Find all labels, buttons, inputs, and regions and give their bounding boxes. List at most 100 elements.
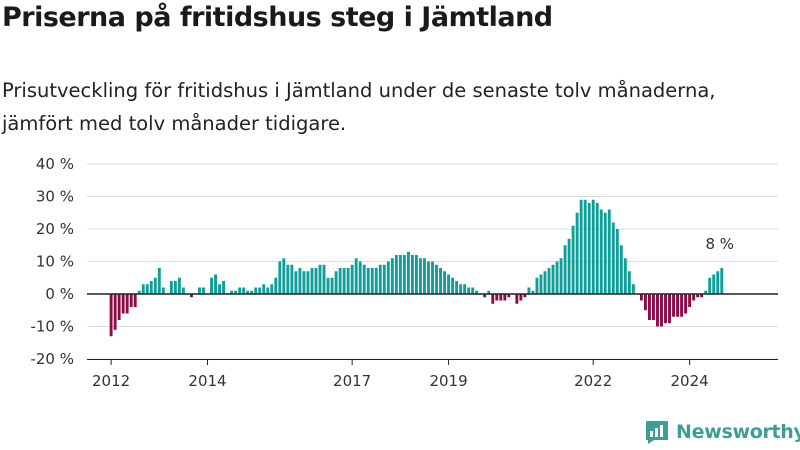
bar [294, 271, 298, 294]
bar [676, 294, 680, 317]
bar [350, 264, 354, 294]
annotations: 8 % [705, 235, 734, 253]
y-tick-label: 20 % [36, 220, 74, 238]
bar [362, 264, 366, 294]
y-tick-label: 0 % [45, 285, 74, 303]
bar [555, 261, 559, 294]
bar [531, 290, 535, 294]
bar [455, 281, 459, 294]
last-value-annotation: 8 % [705, 235, 734, 253]
bar [366, 268, 370, 294]
bar [660, 294, 663, 327]
bar [607, 209, 611, 294]
bar [447, 274, 451, 294]
bar [262, 284, 266, 294]
bar [290, 264, 294, 294]
bar [696, 294, 700, 298]
bar [141, 284, 145, 294]
bar [398, 255, 402, 294]
bar [684, 294, 688, 314]
bar [125, 294, 129, 314]
bars [109, 199, 724, 337]
bar [133, 294, 137, 307]
bar [643, 294, 647, 311]
bar [330, 277, 334, 294]
bar [668, 294, 671, 324]
bar [431, 261, 434, 294]
bar [222, 281, 226, 294]
bar [242, 287, 246, 294]
bar [202, 287, 205, 294]
bar [386, 261, 390, 294]
bar [414, 255, 418, 294]
bar [595, 203, 599, 294]
bar [258, 287, 262, 294]
brand-logo[interactable]: Newsworthy [644, 419, 800, 445]
bar [491, 294, 495, 304]
chart-title: Priserna på fritidshus steg i Jämtland [2, 2, 553, 33]
bar [173, 281, 177, 294]
bar [298, 268, 302, 294]
bar [370, 268, 374, 294]
bar [483, 294, 487, 298]
bar [394, 255, 398, 294]
bar [113, 294, 117, 330]
bar [579, 199, 583, 294]
bar [688, 294, 692, 307]
bar [704, 290, 708, 294]
bar [374, 268, 378, 294]
bar [599, 209, 603, 294]
y-tick-label: 40 % [36, 155, 74, 173]
bar [419, 258, 422, 294]
bar [286, 264, 290, 294]
bar [656, 294, 659, 327]
bar [639, 294, 643, 301]
bar [475, 290, 479, 294]
bar [507, 294, 511, 298]
bar [406, 251, 410, 294]
x-axis-ticks: 2012 2014 2017 2019 2022 2024 [92, 359, 709, 390]
y-tick-label: -10 % [30, 318, 74, 336]
bar [471, 287, 475, 294]
bar [190, 294, 193, 298]
y-tick-label: -20 % [30, 350, 74, 368]
bar [382, 264, 386, 294]
bar [210, 277, 213, 294]
bar [563, 245, 567, 294]
bar [559, 258, 563, 294]
bar [503, 294, 507, 301]
bar [551, 264, 555, 294]
bar [451, 277, 455, 294]
bar [306, 271, 310, 294]
y-tick-label: 10 % [36, 253, 74, 271]
bar [358, 261, 362, 294]
bar [423, 258, 426, 294]
bar [700, 294, 704, 298]
bar [346, 268, 350, 294]
bar [402, 255, 406, 294]
bar [318, 264, 322, 294]
bar [603, 212, 607, 294]
bar [121, 294, 125, 314]
bar [378, 264, 382, 294]
bar [254, 287, 258, 294]
bar [109, 294, 113, 337]
bar [214, 274, 217, 294]
x-tick-label: 2019 [429, 372, 467, 390]
bar [535, 277, 539, 294]
x-tick-label: 2024 [671, 372, 709, 390]
bar [282, 258, 286, 294]
bar [234, 290, 238, 294]
bar [519, 294, 523, 301]
chart-subtitle: Prisutveckling för fritidshus i Jämtland… [2, 79, 716, 135]
bar [334, 271, 338, 294]
bar [672, 294, 675, 317]
bar [439, 268, 442, 294]
y-axis-ticks: -20 % -10 % 0 % 10 % 20 % 30 % 40 % [30, 155, 74, 368]
y-tick-label: 30 % [36, 188, 74, 206]
bar [623, 258, 627, 294]
bar [591, 199, 595, 294]
bar [137, 290, 141, 294]
x-tick-label: 2017 [333, 372, 371, 390]
